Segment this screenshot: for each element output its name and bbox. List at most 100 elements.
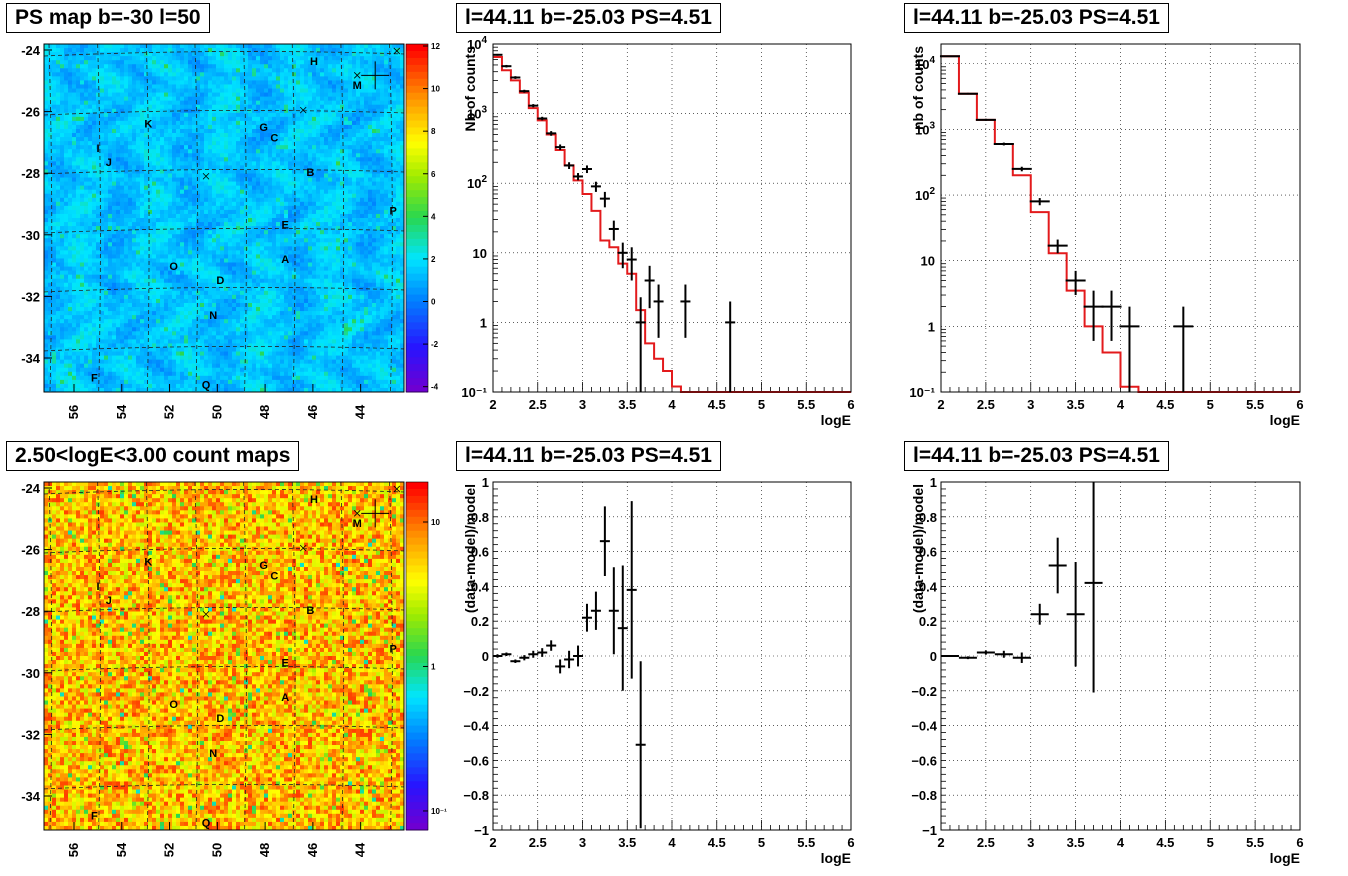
- spec2-title: l=44.11 b=-25.03 PS=4.51: [904, 3, 1169, 33]
- spec2-data-point: [1029, 198, 1050, 206]
- psmap-ztick-label: 2: [431, 255, 436, 264]
- countmap-xtick-label: 52: [162, 843, 177, 857]
- res1-ytick-label: −0.2: [463, 684, 489, 699]
- res1-title: l=44.11 b=-25.03 PS=4.51: [456, 441, 721, 471]
- res2-plot: 2 2.5 3 3.5 4 4.5 5 5.5 6 1 0.8 0.6 0.4 0.2 0 −0.2 −0.4 −…: [910, 475, 1304, 866]
- res1-ytick-label: 0.6: [471, 545, 489, 560]
- res1-data-point: [519, 655, 530, 661]
- psmap-ytick-label: -26: [21, 105, 40, 120]
- countmap-xtick-label: 56: [66, 843, 81, 857]
- countmap-ytick-label: -30: [21, 666, 40, 681]
- res2-ytick-label: −0.6: [911, 753, 937, 768]
- spec1-data-point: [617, 242, 628, 269]
- spec2-ytick-label: 1: [928, 319, 935, 334]
- res1-xtick-label: 2: [489, 835, 496, 850]
- spec1-xtick-label: 3.5: [618, 397, 636, 412]
- res1-xtick-label: 5.5: [797, 835, 815, 850]
- spec1-data-point: [519, 89, 530, 93]
- spec2-data-point: [1119, 306, 1140, 392]
- spec1-data-point: [555, 144, 566, 150]
- res2-data-point: [958, 656, 977, 660]
- psmap-colorbar: 12 10 8 6 4 2 0 -2 -4: [405, 42, 440, 393]
- res1-ytick-label: 0.4: [471, 579, 490, 594]
- res1-xtick-label: 6: [847, 835, 854, 850]
- res1-xtick-label: 4.5: [708, 835, 726, 850]
- spec1-ylabel: Nb of counts: [462, 46, 478, 132]
- res1-ylabel: (data-model)/model: [462, 484, 478, 613]
- res2-xtick-label: 5: [1207, 835, 1214, 850]
- spec2-xtick-label: 6: [1296, 397, 1303, 412]
- source-cross-marker: [393, 47, 401, 55]
- countmap-ztick-label: 10⁻¹: [431, 807, 447, 816]
- res2-ylabel: (data-model)/model: [910, 484, 926, 613]
- target-cross-marker: [361, 61, 390, 90]
- spec2-ytick-label-exp: 102: [915, 186, 935, 203]
- spec2-ylabel: nb of counts: [910, 46, 926, 130]
- res2-ytick-label: 0.4: [919, 579, 938, 594]
- countmap-ytick-label: -32: [21, 727, 40, 742]
- spec2-data-point: [993, 142, 1014, 146]
- countmap-ztick-label: 10: [431, 518, 440, 527]
- res2-xtick-label: 3: [1027, 835, 1034, 850]
- res2-xtick-label: 3.5: [1067, 835, 1085, 850]
- spec2-data-point: [1011, 166, 1032, 172]
- res1-xtick-label: 3.5: [618, 835, 636, 850]
- psmap-ztick-label: -2: [431, 340, 439, 349]
- res1-data-point: [510, 659, 521, 663]
- res2-xtick-label: 4.5: [1156, 835, 1174, 850]
- spec2-data-point: [957, 92, 978, 95]
- res1-data-point: [635, 661, 646, 829]
- res2-data-point: [994, 650, 1013, 658]
- spec2-ytick-label: 10: [921, 254, 935, 269]
- psmap-ztick-label: 0: [431, 298, 436, 307]
- spec2-data-point: [1047, 239, 1068, 254]
- spec1-xtick-label: 6: [847, 397, 854, 412]
- spec2-xtick-label: 3.5: [1067, 397, 1085, 412]
- res1-data-point: [608, 567, 619, 655]
- countmap-ytick-label: -28: [21, 604, 40, 619]
- res1-xtick-label: 3: [579, 835, 586, 850]
- spec2-frame: [940, 43, 1301, 393]
- spec1-xtick-label: 4.5: [708, 397, 726, 412]
- res1-data-point: [581, 603, 592, 632]
- source-label-M: M: [353, 518, 362, 530]
- spec1-data-point: [528, 104, 539, 108]
- source-label-J: J: [106, 595, 112, 607]
- res1-ytick-label: 1: [482, 475, 489, 490]
- countmap-xtick-label: 50: [209, 843, 224, 857]
- psmap-xtick-label: 56: [66, 405, 81, 419]
- source-cross-marker: [353, 72, 361, 79]
- spec1-data-point: [492, 53, 503, 56]
- psmap-ytick-label: -32: [21, 289, 40, 304]
- psmap-ztick-label: 12: [431, 42, 440, 51]
- source-label-H: H: [310, 494, 318, 506]
- res1-data-point: [555, 659, 566, 674]
- spec1-data-point: [608, 220, 619, 241]
- psmap-ztick-label: 10: [431, 85, 440, 94]
- source-label-D: D: [216, 275, 224, 287]
- source-label-D: D: [216, 713, 224, 725]
- spec1-title: l=44.11 b=-25.03 PS=4.51: [456, 3, 721, 33]
- spec2-data-point: [1083, 290, 1104, 341]
- spec1-data-point: [653, 284, 664, 338]
- source-label-N: N: [209, 310, 217, 322]
- res1-data-point: [590, 591, 601, 630]
- res1-xlabel: logE: [821, 850, 851, 866]
- target-cross-marker: [361, 499, 390, 528]
- psmap-title: PS map b=-30 l=50: [6, 3, 210, 33]
- source-label-K: K: [144, 557, 152, 569]
- res2-data-point: [1030, 603, 1049, 625]
- psmap-xtick-label: 48: [257, 405, 272, 419]
- res1-plot: 2 2.5 3 3.5 4 4.5 5 5.5 6 1 0.8 0.6 0.4 0.2 0 −0.2 −0.4 −…: [462, 475, 855, 866]
- spec2-ytick-label-exp: 104: [915, 55, 935, 72]
- spec1-ytick-label: 10: [473, 246, 487, 261]
- spec2-ytick-label-exp: 103: [915, 120, 935, 137]
- psmap-xtick-label: 46: [305, 405, 320, 419]
- res1-ytick-label: −0.8: [463, 788, 489, 803]
- res2-xtick-label: 6: [1296, 835, 1303, 850]
- res2-ytick-label: −0.2: [911, 684, 937, 699]
- res2-ytick-label: −1: [922, 823, 937, 838]
- source-label-Q: Q: [202, 818, 211, 830]
- source-label-Q: Q: [202, 380, 211, 392]
- countmap-ytick-label: -24: [21, 481, 41, 496]
